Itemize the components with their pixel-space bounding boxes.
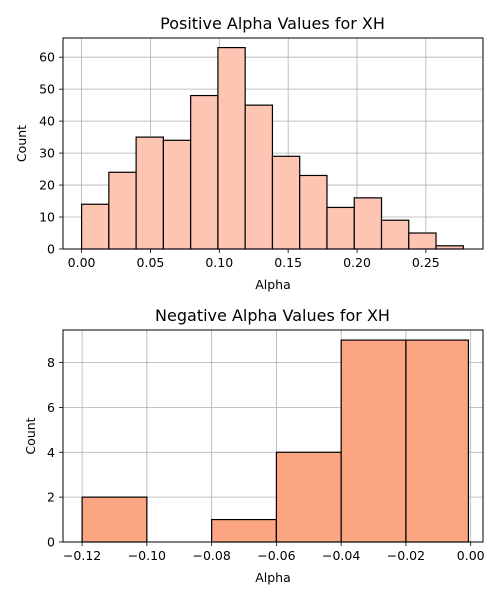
histogram-bar bbox=[80, 203, 110, 250]
histogram-bar bbox=[405, 339, 470, 543]
y-tick-label: 10 bbox=[39, 210, 55, 225]
x-tick-label: 0.25 bbox=[412, 255, 440, 270]
y-tick-label: 4 bbox=[47, 445, 55, 460]
x-tick-label: −0.10 bbox=[128, 548, 166, 563]
histogram-bar bbox=[299, 174, 328, 250]
x-tick-label: 0.10 bbox=[205, 255, 233, 270]
y-tick-label: 20 bbox=[39, 178, 55, 193]
x-tick-label: 0.00 bbox=[457, 548, 485, 563]
x-tick-label: −0.08 bbox=[192, 548, 230, 563]
histogram-bar bbox=[244, 104, 274, 250]
histogram-bar bbox=[108, 171, 137, 250]
histogram-bar bbox=[135, 136, 164, 250]
y-tick-label: 60 bbox=[39, 50, 55, 65]
histogram-bar bbox=[162, 139, 192, 250]
chart-title: Negative Alpha Values for XH bbox=[155, 306, 390, 325]
x-tick-label: 0.00 bbox=[68, 255, 96, 270]
x-ticks: 0.00 0.05 0.10 0.15 0.20 0.25 bbox=[68, 249, 440, 270]
histogram-bar bbox=[190, 94, 219, 250]
histogram-bar bbox=[81, 496, 148, 543]
y-tick-label: 0 bbox=[47, 242, 55, 257]
y-tick-label: 2 bbox=[47, 490, 55, 505]
y-tick-label: 6 bbox=[47, 400, 55, 415]
histogram-bar bbox=[380, 219, 410, 250]
histogram-bar bbox=[271, 155, 301, 250]
y-tick-label: 8 bbox=[47, 355, 55, 370]
x-tick-label: 0.15 bbox=[274, 255, 302, 270]
y-axis-label: Count bbox=[14, 125, 29, 162]
histogram-bar bbox=[275, 451, 342, 543]
histogram-bar bbox=[211, 518, 278, 543]
bars bbox=[80, 46, 464, 250]
x-tick-label: 0.05 bbox=[137, 255, 165, 270]
x-axis-label: Alpha bbox=[255, 570, 291, 585]
histogram-bar bbox=[326, 206, 355, 250]
x-tick-label: −0.02 bbox=[387, 548, 425, 563]
histogram-bar bbox=[353, 197, 383, 250]
bars bbox=[81, 339, 470, 543]
y-ticks: 0 2 4 6 8 bbox=[47, 355, 63, 550]
y-axis-label: Count bbox=[23, 417, 38, 454]
axes-frame bbox=[62, 329, 484, 543]
x-axis-label: Alpha bbox=[255, 277, 291, 292]
y-tick-label: 0 bbox=[47, 535, 55, 550]
chart-title: Positive Alpha Values for XH bbox=[160, 14, 385, 33]
y-tick-label: 30 bbox=[39, 146, 55, 161]
positive-alpha-histogram: Positive Alpha Values for XH 0.00 0.05 0.1… bbox=[14, 14, 484, 292]
x-tick-label: −0.06 bbox=[257, 548, 295, 563]
axes-frame bbox=[62, 37, 484, 250]
y-tick-label: 50 bbox=[39, 82, 55, 97]
negative-alpha-histogram: Negative Alpha Values for XH −0.12 −0.10−… bbox=[23, 306, 485, 585]
y-ticks: 0 10 20 30 40 50 60 bbox=[39, 50, 63, 257]
y-tick-label: 40 bbox=[39, 114, 55, 129]
x-tick-label: −0.04 bbox=[322, 548, 360, 563]
histogram-bar bbox=[408, 232, 437, 250]
x-tick-label: −0.12 bbox=[63, 548, 101, 563]
histogram-bar bbox=[217, 46, 246, 250]
x-tick-label: 0.20 bbox=[343, 255, 371, 270]
x-ticks: −0.12 −0.10 −0.08 −0.06 −0.04 −0.02 0.00 bbox=[63, 542, 485, 563]
histogram-bar bbox=[340, 339, 407, 543]
